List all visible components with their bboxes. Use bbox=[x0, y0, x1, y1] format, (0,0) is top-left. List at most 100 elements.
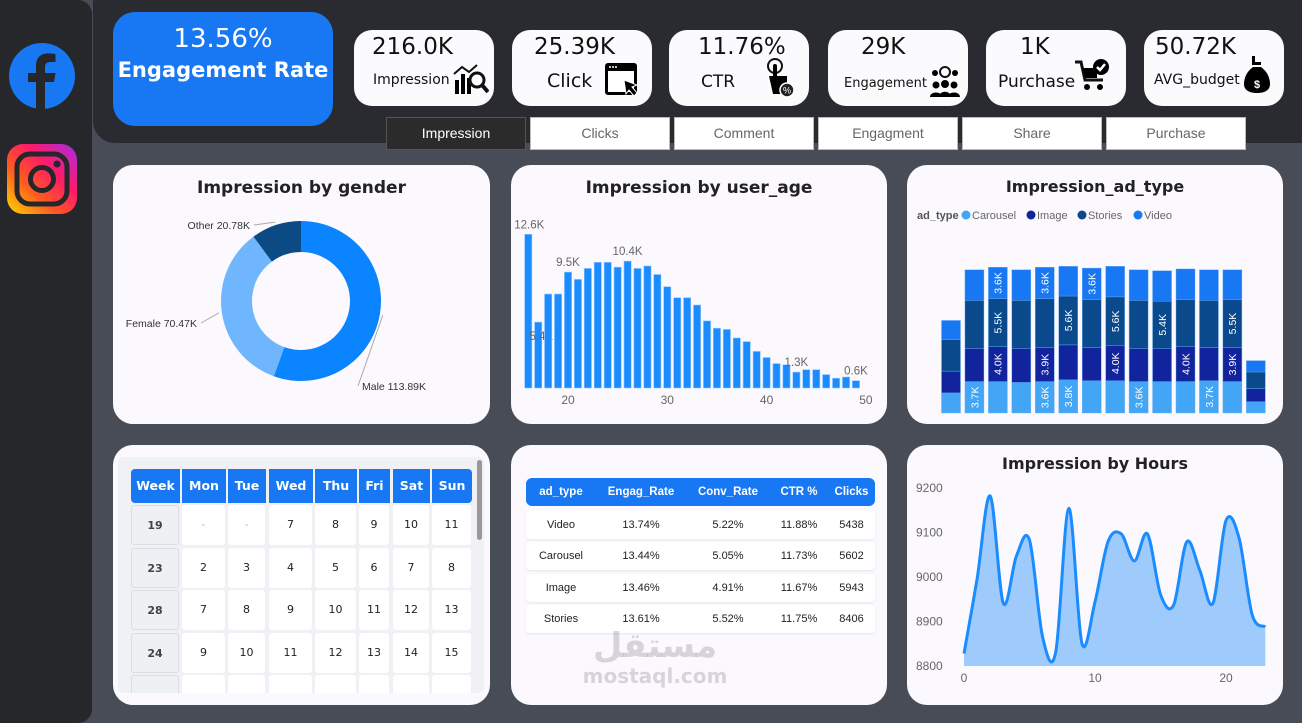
calendar-day[interactable] bbox=[315, 675, 356, 693]
stacked-segment-video bbox=[1199, 269, 1219, 301]
calendar-day[interactable] bbox=[432, 675, 471, 693]
age-bar bbox=[812, 369, 821, 389]
segment-data-label: 3.8K bbox=[1063, 386, 1075, 408]
table-row[interactable]: Carousel 13.44% 5.05% 11.73% 5602 bbox=[526, 542, 875, 571]
instagram-icon[interactable] bbox=[7, 144, 77, 214]
calendar-day[interactable] bbox=[269, 675, 312, 693]
calendar-week-number: 23 bbox=[131, 547, 179, 588]
donut-label: Other 20.78K bbox=[188, 220, 250, 232]
calendar-day[interactable]: 2 bbox=[182, 547, 225, 588]
calendar-scrollbar[interactable] bbox=[477, 460, 482, 540]
segment-data-label: 5.5K bbox=[993, 312, 1005, 334]
tab-clicks[interactable]: Clicks bbox=[530, 117, 670, 150]
age-bar bbox=[593, 262, 602, 389]
people-chat-icon bbox=[930, 66, 960, 97]
table-header-cell[interactable]: Conv_Rate bbox=[697, 486, 759, 498]
calendar-day[interactable]: 13 bbox=[432, 590, 471, 630]
stacked-segment-carousel bbox=[1105, 380, 1125, 414]
bar-data-label: 0.6K bbox=[844, 366, 868, 378]
calendar-day[interactable]: 11 bbox=[432, 505, 471, 545]
calendar-day[interactable]: 11 bbox=[269, 632, 312, 673]
calendar-day[interactable]: 9 bbox=[182, 632, 225, 673]
calendar-day[interactable]: 13 bbox=[359, 632, 389, 673]
stacked-segment-video bbox=[988, 267, 1008, 299]
calendar-day[interactable]: 4 bbox=[269, 547, 312, 588]
stacked-segment-image bbox=[1199, 347, 1219, 381]
age-bar bbox=[822, 374, 831, 389]
calendar-day[interactable]: 5 bbox=[315, 547, 356, 588]
segment-data-label: 3.6K bbox=[1133, 386, 1145, 408]
stacked-segment-carousel bbox=[1081, 380, 1102, 414]
age-bar bbox=[802, 369, 811, 389]
kpi-ctr: 11.76% CTR % bbox=[669, 30, 809, 106]
calendar-day[interactable]: 8 bbox=[228, 590, 265, 630]
calendar-day[interactable]: 6 bbox=[359, 547, 389, 588]
tab-engagment[interactable]: Engagment bbox=[818, 117, 958, 150]
calendar-day[interactable]: 7 bbox=[393, 547, 429, 588]
calendar-day[interactable]: 12 bbox=[315, 632, 356, 673]
segment-data-label: 3.7K bbox=[969, 386, 981, 408]
chart-search-icon bbox=[453, 64, 489, 94]
calendar-day[interactable]: 10 bbox=[393, 505, 429, 545]
calendar-header-week: Week bbox=[131, 469, 180, 503]
age-bar bbox=[782, 364, 791, 389]
calendar-day[interactable]: 7 bbox=[269, 505, 312, 545]
stacked-segment-stories bbox=[1035, 298, 1055, 348]
age-bar bbox=[653, 274, 662, 389]
table-row[interactable]: Stories 13.61% 5.52% 11.75% 8406 bbox=[526, 604, 875, 633]
age-bar bbox=[643, 265, 652, 389]
calendar-week-number: 28 bbox=[131, 590, 179, 630]
table-header-cell[interactable]: Clicks bbox=[834, 486, 869, 498]
legend-marker bbox=[1077, 210, 1087, 220]
calendar-day[interactable]: 8 bbox=[315, 505, 356, 545]
calendar-day[interactable]: 3 bbox=[228, 547, 265, 588]
watermark: مستقل mostaql.com bbox=[570, 628, 740, 688]
bar-data-label: 1.3K bbox=[785, 357, 809, 369]
table-header-cell[interactable]: CTR % bbox=[780, 486, 818, 498]
calendar-day[interactable]: - bbox=[228, 505, 265, 545]
browser-click-icon bbox=[605, 63, 639, 97]
legend-title: ad_type bbox=[917, 210, 959, 222]
calendar-day[interactable]: 11 bbox=[359, 590, 389, 630]
x-tick-label: 50 bbox=[859, 393, 873, 407]
x-tick-label: 30 bbox=[661, 393, 675, 407]
table-header-cell[interactable]: ad_type bbox=[539, 486, 583, 498]
kpi-purchase: 1K Purchase bbox=[986, 30, 1126, 106]
chart-title: Impression by gender bbox=[197, 178, 406, 198]
table-cell: 11.67% bbox=[780, 581, 818, 594]
calendar-day[interactable]: 8 bbox=[432, 547, 471, 588]
tab-impression[interactable]: Impression bbox=[386, 117, 526, 150]
calendar-day[interactable]: 15 bbox=[432, 632, 471, 673]
calendar-day[interactable]: 7 bbox=[182, 590, 225, 630]
calendar-day[interactable]: 10 bbox=[315, 590, 356, 630]
segment-data-label: 4.0K bbox=[1180, 353, 1192, 375]
calendar-day[interactable]: - bbox=[182, 505, 225, 545]
table-row[interactable]: Image 13.46% 4.91% 11.67% 5943 bbox=[526, 573, 875, 602]
facebook-icon[interactable] bbox=[8, 42, 76, 110]
calendar-day[interactable]: 9 bbox=[269, 590, 312, 630]
calendar-day[interactable]: 14 bbox=[393, 632, 429, 673]
legend-marker bbox=[1133, 210, 1143, 220]
stacked-segment-carousel bbox=[941, 392, 961, 414]
kpi-label: AVG_budget bbox=[1154, 72, 1240, 88]
calendar-day[interactable] bbox=[359, 675, 389, 693]
tab-comment[interactable]: Comment bbox=[674, 117, 814, 150]
leader-line bbox=[253, 221, 276, 226]
stacked-segment-carousel bbox=[1175, 381, 1196, 414]
calendar-day[interactable] bbox=[228, 675, 265, 693]
leader-line bbox=[200, 312, 220, 324]
segment-data-label: 5.5K bbox=[1227, 313, 1239, 335]
tab-share[interactable]: Share bbox=[962, 117, 1102, 150]
table-row[interactable]: Video 13.74% 5.22% 11.88% 5438 bbox=[526, 511, 875, 539]
calendar-day[interactable]: 10 bbox=[228, 632, 265, 673]
kpi-label: Click bbox=[547, 70, 593, 92]
calendar-day[interactable] bbox=[393, 675, 429, 693]
calendar-day[interactable]: 12 bbox=[393, 590, 429, 630]
calendar-day[interactable]: 9 bbox=[359, 505, 389, 545]
table-header-cell[interactable]: Engag_Rate bbox=[607, 486, 675, 498]
cart-check-icon bbox=[1075, 59, 1109, 90]
calendar-day[interactable] bbox=[182, 675, 225, 693]
tab-purchase[interactable]: Purchase bbox=[1106, 117, 1246, 150]
stacked-segment-video bbox=[1175, 268, 1196, 300]
table-cell: 8406 bbox=[839, 612, 864, 625]
